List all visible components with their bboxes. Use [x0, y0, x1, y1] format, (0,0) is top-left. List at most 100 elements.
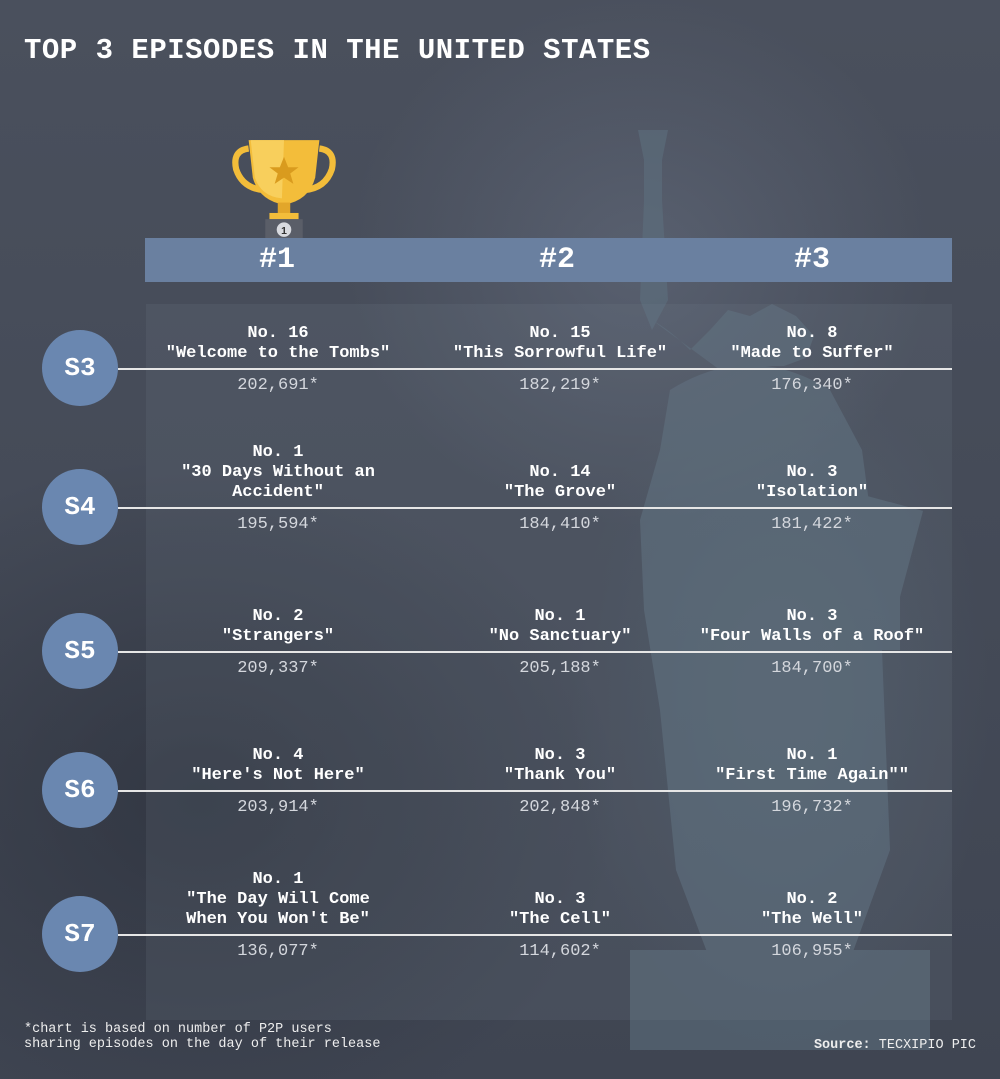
- view-count-cell: 181,422*: [672, 515, 952, 537]
- row-divider: [118, 651, 952, 653]
- episode-title: No. 2 "The Well": [672, 890, 952, 930]
- episode-title: No. 1 "No Sanctuary": [420, 607, 700, 647]
- episode-title: No. 16 "Welcome to the Tombs": [138, 324, 418, 364]
- view-count-cell: 202,691*: [138, 376, 418, 398]
- episode-name: "Welcome to the Tombs": [165, 344, 391, 363]
- episode-cell: No. 14 "The Grove": [420, 407, 700, 503]
- view-count-cell: 195,594*: [138, 515, 418, 537]
- episode-number: No. 3: [786, 463, 838, 482]
- episode-number: No. 1: [252, 870, 304, 889]
- episode-number: No. 4: [252, 746, 304, 765]
- episode-cell: No. 16 "Welcome to the Tombs": [138, 268, 418, 364]
- episode-number: No. 3: [786, 607, 838, 626]
- episode-cell: No. 3 "The Cell": [420, 834, 700, 930]
- episode-cell: No. 1 "First Time Again"": [672, 690, 952, 786]
- episode-cell: No. 2 "Strangers": [138, 551, 418, 647]
- episode-number: No. 1: [786, 746, 838, 765]
- episode-number: No. 8: [786, 324, 838, 343]
- row-divider: [118, 507, 952, 509]
- source-credit: Source: TECXIPIO PIC: [814, 1038, 976, 1053]
- statue-of-liberty-image: [630, 130, 930, 1050]
- episode-name: "No Sanctuary": [488, 627, 632, 646]
- footnote: *chart is based on number of P2P users s…: [24, 1022, 381, 1052]
- view-count-cell: 196,732*: [672, 798, 952, 820]
- view-count-cell: 209,337*: [138, 659, 418, 681]
- view-count: 182,219*: [519, 376, 601, 395]
- episode-name: "Four Walls of a Roof": [699, 627, 925, 646]
- episode-title: No. 2 "Strangers": [138, 607, 418, 647]
- rank-label: #1: [258, 243, 295, 277]
- episode-number: No. 3: [534, 746, 586, 765]
- episode-cell: No. 1 "30 Days Without an Accident": [138, 407, 418, 503]
- view-count-cell: 176,340*: [672, 376, 952, 398]
- episode-name: "Thank You": [503, 766, 617, 785]
- episode-title: No. 4 "Here's Not Here": [138, 746, 418, 786]
- episode-title: No. 3 "Thank You": [420, 746, 700, 786]
- episode-number: No. 3: [534, 890, 586, 909]
- episode-title: No. 8 "Made to Suffer": [672, 324, 952, 364]
- view-count-cell: 106,955*: [672, 942, 952, 964]
- view-count: 209,337*: [237, 659, 319, 678]
- row-divider: [118, 934, 952, 936]
- episode-number: No. 15: [529, 324, 591, 343]
- view-count: 176,340*: [771, 376, 853, 395]
- episode-name: "Made to Suffer": [730, 344, 894, 363]
- view-count: 106,955*: [771, 942, 853, 961]
- view-count-cell: 136,077*: [138, 942, 418, 964]
- view-count-cell: 184,700*: [672, 659, 952, 681]
- view-count: 205,188*: [519, 659, 601, 678]
- episode-title: No. 3 "Four Walls of a Roof": [672, 607, 952, 647]
- episode-cell: No. 3 "Thank You": [420, 690, 700, 786]
- episode-title: No. 1 "First Time Again"": [672, 746, 952, 786]
- chart-title: TOP 3 EPISODES IN THE UNITED STATES: [24, 34, 651, 67]
- episode-name: "Strangers": [221, 627, 335, 646]
- view-count-cell: 182,219*: [420, 376, 700, 398]
- view-count: 184,700*: [771, 659, 853, 678]
- episode-name: "30 Days Without an Accident": [181, 463, 375, 502]
- view-count: 196,732*: [771, 798, 853, 817]
- view-count: 202,848*: [519, 798, 601, 817]
- episode-name: "The Well": [760, 910, 864, 929]
- rank-header-bar: #1 #2 #3: [145, 238, 952, 282]
- episode-number: No. 16: [247, 324, 309, 343]
- episode-title: No. 1 "30 Days Without an Accident": [138, 443, 418, 503]
- rank-label: #3: [793, 243, 830, 277]
- episode-title: No. 1 "The Day Will Come When You Won't B…: [138, 870, 418, 930]
- episode-cell: No. 1 "No Sanctuary": [420, 551, 700, 647]
- view-count: 202,691*: [237, 376, 319, 395]
- view-count-cell: 205,188*: [420, 659, 700, 681]
- season-badge: S4: [42, 469, 118, 545]
- row-divider: [118, 790, 952, 792]
- episode-number: No. 2: [252, 607, 304, 626]
- season-badge: S5: [42, 613, 118, 689]
- view-count: 195,594*: [237, 515, 319, 534]
- episode-cell: No. 8 "Made to Suffer": [672, 268, 952, 364]
- episode-number: No. 14: [529, 463, 591, 482]
- view-count-cell: 203,914*: [138, 798, 418, 820]
- episode-title: No. 3 "Isolation": [672, 463, 952, 503]
- episode-number: No. 1: [252, 443, 304, 462]
- view-count-cell: 184,410*: [420, 515, 700, 537]
- episode-cell: No. 2 "The Well": [672, 834, 952, 930]
- trophy-icon: 1: [232, 140, 336, 240]
- episode-name: "The Grove": [503, 483, 617, 502]
- episode-cell: No. 15 "This Sorrowful Life": [420, 268, 700, 364]
- view-count: 184,410*: [519, 515, 601, 534]
- episode-cell: No. 1 "The Day Will Come When You Won't B…: [138, 834, 418, 930]
- view-count: 136,077*: [237, 942, 319, 961]
- episode-name: "Here's Not Here": [191, 766, 365, 785]
- view-count: 203,914*: [237, 798, 319, 817]
- view-count-cell: 202,848*: [420, 798, 700, 820]
- rank-label: #2: [538, 243, 575, 277]
- view-count: 114,602*: [519, 942, 601, 961]
- episode-cell: No. 3 "Isolation": [672, 407, 952, 503]
- view-count-cell: 114,602*: [420, 942, 700, 964]
- view-count: 181,422*: [771, 515, 853, 534]
- source-label: Source:: [813, 1038, 871, 1053]
- episode-title: No. 3 "The Cell": [420, 890, 700, 930]
- episode-cell: No. 3 "Four Walls of a Roof": [672, 551, 952, 647]
- season-badge: S7: [42, 896, 118, 972]
- episode-name: "The Cell": [508, 910, 612, 929]
- source-value: TECXIPIO PIC: [878, 1038, 976, 1053]
- season-badge: S3: [42, 330, 118, 406]
